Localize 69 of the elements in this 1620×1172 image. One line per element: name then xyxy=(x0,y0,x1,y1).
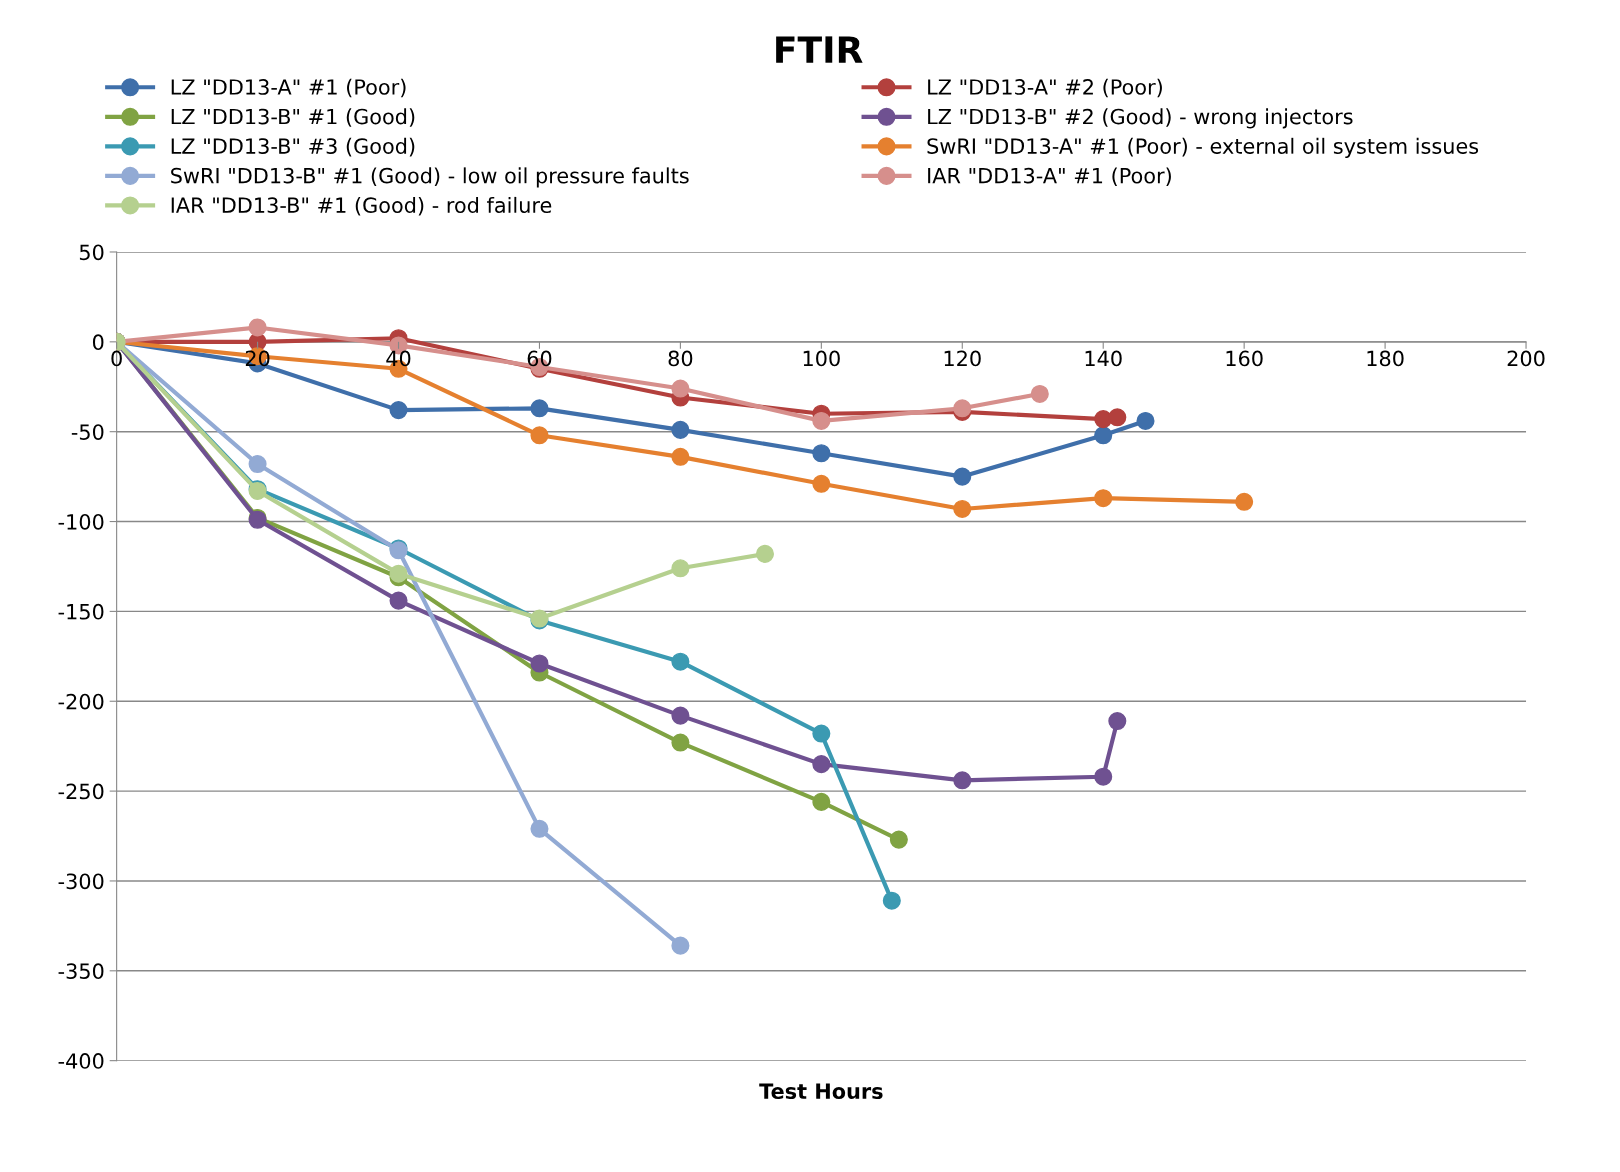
point xyxy=(812,755,831,774)
point xyxy=(671,936,690,955)
y-tick-label: 0 xyxy=(92,334,104,351)
point xyxy=(389,401,408,420)
point xyxy=(671,652,690,671)
y-tick-label: -150 xyxy=(58,603,104,620)
point xyxy=(530,819,549,838)
point xyxy=(953,499,972,518)
x-tick-label: 180 xyxy=(1367,350,1404,367)
point xyxy=(530,654,549,673)
point xyxy=(671,733,690,752)
point xyxy=(248,455,267,474)
y-tick-label: -100 xyxy=(58,513,104,530)
chart-title: FTIR xyxy=(776,36,863,63)
point xyxy=(1108,711,1127,731)
legend-label: IAR "DD13-B" #1 (Good) - rod failure xyxy=(171,196,552,216)
x-tick-label: 100 xyxy=(803,350,840,367)
y-tick-label: -300 xyxy=(58,873,104,890)
point xyxy=(1108,408,1127,427)
y-tick-label: -250 xyxy=(58,783,104,800)
point xyxy=(671,706,690,725)
x-axis-title: Test Hours xyxy=(759,1083,883,1100)
point xyxy=(1094,426,1113,445)
point xyxy=(671,559,690,578)
point xyxy=(812,474,831,493)
point xyxy=(953,467,972,486)
x-tick-label: 120 xyxy=(944,350,981,367)
point xyxy=(812,411,831,430)
legend-label: LZ "DD13-A" #2 (Poor) xyxy=(928,78,1162,98)
point xyxy=(1136,411,1155,430)
y-tick-label: 50 xyxy=(79,244,104,261)
point xyxy=(953,771,972,790)
x-tick-label: 20 xyxy=(245,350,270,367)
y-tick-label: -50 xyxy=(71,424,104,440)
point xyxy=(671,420,690,439)
point xyxy=(1235,492,1254,511)
x-tick-label: 80 xyxy=(668,350,693,367)
legend-label: LZ "DD13-B" #3 (Good) xyxy=(171,137,415,157)
legend-label: LZ "DD13-A" #1 (Poor) xyxy=(171,78,406,98)
point xyxy=(1030,384,1049,403)
point xyxy=(889,830,908,849)
point xyxy=(1094,489,1113,508)
x-tick-label: 40 xyxy=(386,350,411,367)
x-tick-label: 140 xyxy=(1085,350,1122,367)
point xyxy=(755,544,774,563)
x-tick-label: 60 xyxy=(527,350,552,367)
point xyxy=(812,444,831,463)
x-tick-label: 160 xyxy=(1226,350,1263,367)
point xyxy=(248,318,267,337)
legend-label: IAR "DD13-A" #1 (Poor) xyxy=(928,167,1171,186)
point xyxy=(812,792,831,811)
legend-label: SwRI "DD13-B" #1 (Good) - low oil pressure faults xyxy=(171,167,689,188)
point xyxy=(812,724,831,743)
point xyxy=(671,447,690,466)
point xyxy=(530,399,549,418)
y-tick-label: -400 xyxy=(58,1053,104,1069)
point xyxy=(530,426,549,445)
point xyxy=(389,591,408,610)
x-tick-label: 0 xyxy=(111,350,122,367)
legend-label: LZ "DD13-B" #1 (Good) xyxy=(171,108,415,127)
legend-label: LZ "DD13-B" #2 (Good) - wrong injectors xyxy=(928,108,1353,129)
point xyxy=(389,564,408,583)
point xyxy=(671,379,690,398)
point xyxy=(1094,767,1113,786)
legend-label: SwRI "DD13-A" #1 (Poor) - external oil system issues xyxy=(927,137,1479,158)
x-tick-label: 200 xyxy=(1507,350,1545,367)
y-tick-label: -350 xyxy=(58,963,104,980)
y-tick-label: -200 xyxy=(58,693,104,710)
point xyxy=(882,891,901,910)
